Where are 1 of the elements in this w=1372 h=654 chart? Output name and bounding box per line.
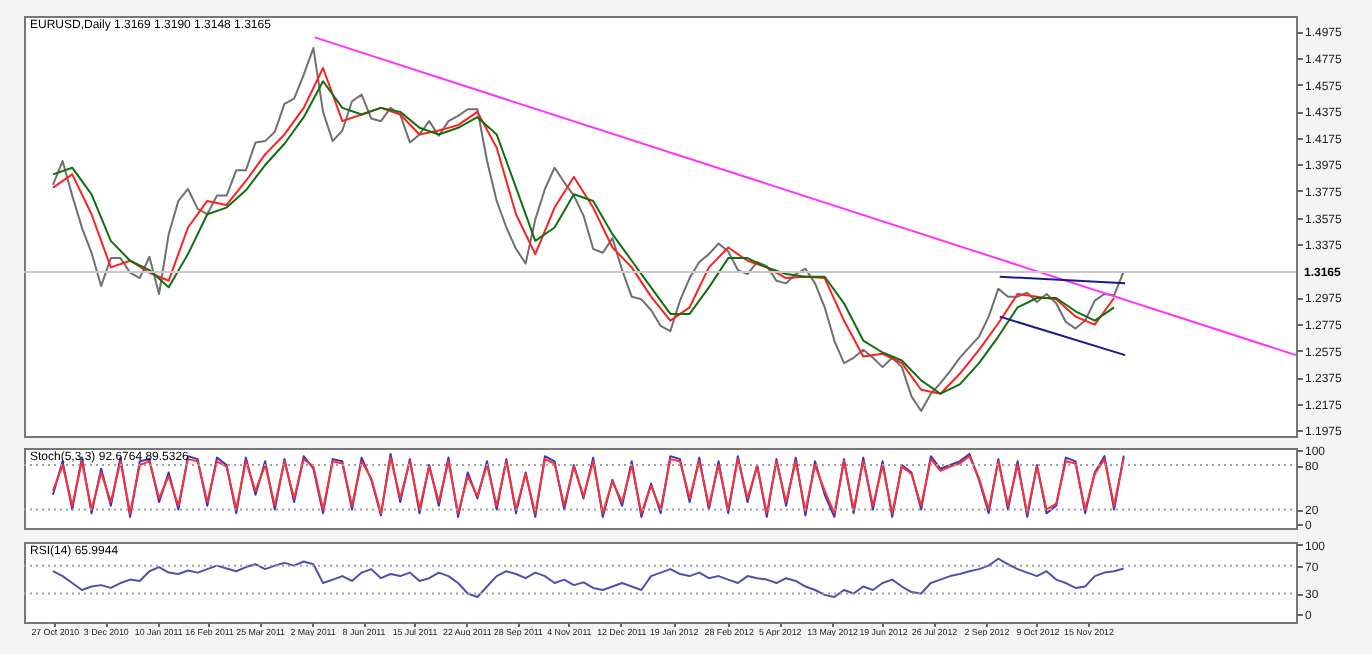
line-series: [51, 557, 1125, 598]
